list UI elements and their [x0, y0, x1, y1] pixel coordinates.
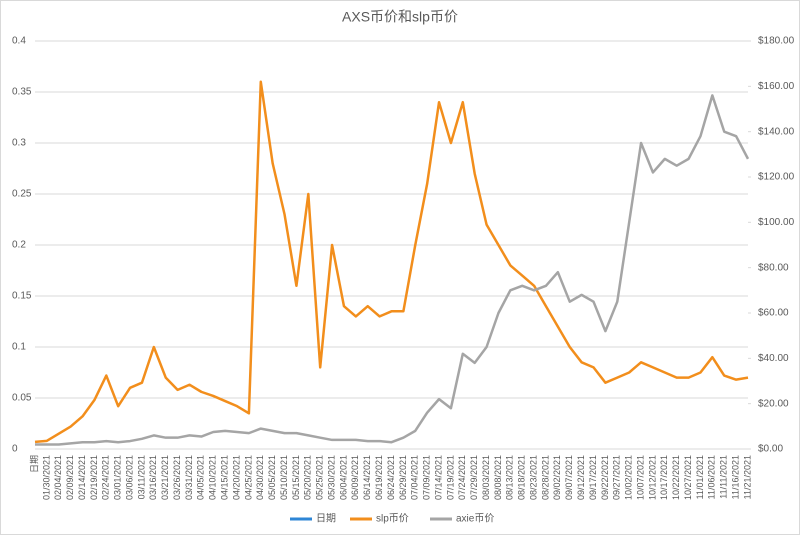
y2-tick-label: $80.00: [758, 262, 789, 273]
x-tick-label: 02/09/2021: [65, 455, 75, 500]
x-tick-label: 04/10/2021: [208, 455, 218, 500]
x-tick-label: 09/07/2021: [564, 455, 574, 500]
x-tick-label: 09/27/2021: [612, 455, 622, 500]
x-tick-label: 03/21/2021: [160, 455, 170, 500]
x-tick-label: 03/06/2021: [124, 455, 134, 500]
y-tick-label: 0.15: [12, 291, 32, 302]
x-tick-label: 10/12/2021: [647, 455, 657, 500]
x-tick-label: 08/03/2021: [481, 455, 491, 500]
x-tick-label: 10/07/2021: [635, 455, 645, 500]
x-tick-label: 09/02/2021: [552, 455, 562, 500]
x-tick-label: 11/01/2021: [695, 455, 705, 499]
x-tick-label: 09/12/2021: [576, 455, 586, 500]
series-line: [34, 80, 749, 444]
legend-label: axie币价: [456, 513, 494, 525]
x-tick-label: 04/30/2021: [255, 455, 265, 500]
x-tick-label: 06/04/2021: [338, 455, 348, 500]
y2-tick-label: $180.00: [758, 36, 795, 47]
x-tick-label: 04/25/2021: [243, 455, 253, 500]
x-tick-label: 03/11/2021: [136, 455, 146, 499]
x-tick-label: 09/17/2021: [588, 455, 598, 500]
x-tick-label: 04/20/2021: [231, 455, 241, 500]
y-tick-label: 0: [12, 444, 18, 455]
x-tick-label: 10/22/2021: [671, 455, 681, 500]
x-tick-label: 08/28/2021: [540, 455, 550, 500]
y2-tick-label: $140.00: [758, 126, 795, 137]
x-tick-label: 07/09/2021: [422, 455, 432, 500]
y2-tick-label: $60.00: [758, 308, 789, 319]
x-tick-label: 05/30/2021: [326, 455, 336, 500]
x-tick-label: 05/10/2021: [279, 455, 289, 500]
y-tick-label: 0.4: [12, 36, 26, 47]
x-tick-label: 10/27/2021: [683, 455, 693, 500]
x-tick-label: 08/18/2021: [517, 455, 527, 500]
x-tick-label: 05/05/2021: [267, 455, 277, 500]
x-tick-label: 02/04/2021: [53, 455, 63, 500]
x-tick-label: 06/09/2021: [350, 455, 360, 500]
series-line: [35, 94, 750, 446]
x-tick-label: 03/01/2021: [113, 455, 123, 500]
y2-tick-label: $120.00: [758, 172, 795, 183]
y2-tick-label: $0.00: [758, 444, 783, 455]
x-tick-label: 10/02/2021: [624, 455, 634, 500]
x-tick-label: 05/25/2021: [315, 455, 325, 500]
x-tick-label: 02/14/2021: [77, 455, 87, 500]
y-tick-label: 0.1: [12, 342, 26, 353]
y2-tick-label: $100.00: [758, 217, 795, 228]
x-tick-label: 11/06/2021: [707, 455, 717, 499]
legend-label: 日期: [316, 513, 336, 525]
x-tick-label: 03/26/2021: [172, 455, 182, 500]
y2-tick-label: $20.00: [758, 398, 789, 409]
x-tick-label: 06/24/2021: [386, 455, 396, 500]
x-tick-label: 06/29/2021: [398, 455, 408, 500]
y2-tick-label: $40.00: [758, 353, 789, 364]
x-tick-label: 07/14/2021: [433, 455, 443, 500]
x-tick-label: 07/29/2021: [469, 455, 479, 500]
x-tick-label: 08/08/2021: [493, 455, 503, 500]
y-tick-label: 0.3: [12, 138, 26, 149]
x-tick-label: 02/24/2021: [101, 455, 111, 500]
x-tick-label: 08/13/2021: [505, 455, 515, 500]
x-tick-label: 02/19/2021: [89, 455, 99, 500]
x-tick-label: 07/24/2021: [457, 455, 467, 500]
x-tick-label: 11/21/2021: [742, 455, 752, 499]
x-tick-label: 07/04/2021: [410, 455, 420, 500]
legend-label: slp币价: [376, 513, 409, 525]
x-tick-label: 04/15/2021: [220, 455, 230, 500]
x-tick-label: 日期: [29, 455, 39, 473]
y-tick-label: 0.25: [12, 189, 32, 200]
chart-title: AXS币价和slp币价: [342, 9, 458, 25]
x-tick-label: 10/17/2021: [659, 455, 669, 500]
x-tick-label: 03/16/2021: [148, 455, 158, 500]
x-tick-label: 01/30/2021: [41, 455, 51, 500]
x-tick-label: 03/31/2021: [184, 455, 194, 500]
x-tick-label: 06/14/2021: [362, 455, 372, 500]
x-tick-label: 11/11/2021: [719, 455, 729, 499]
x-tick-label: 09/22/2021: [600, 455, 610, 500]
y2-tick-label: $160.00: [758, 81, 795, 92]
x-tick-label: 07/19/2021: [445, 455, 455, 500]
x-tick-label: 05/20/2021: [303, 455, 313, 500]
y-tick-label: 0.2: [12, 240, 26, 251]
y-tick-label: 0.05: [12, 393, 32, 404]
x-tick-label: 06/19/2021: [374, 455, 384, 500]
x-tick-label: 08/23/2021: [528, 455, 538, 500]
y-tick-label: 0.35: [12, 87, 32, 98]
x-tick-label: 04/05/2021: [196, 455, 206, 500]
x-tick-label: 11/16/2021: [730, 455, 740, 499]
x-tick-label: 05/15/2021: [291, 455, 301, 500]
